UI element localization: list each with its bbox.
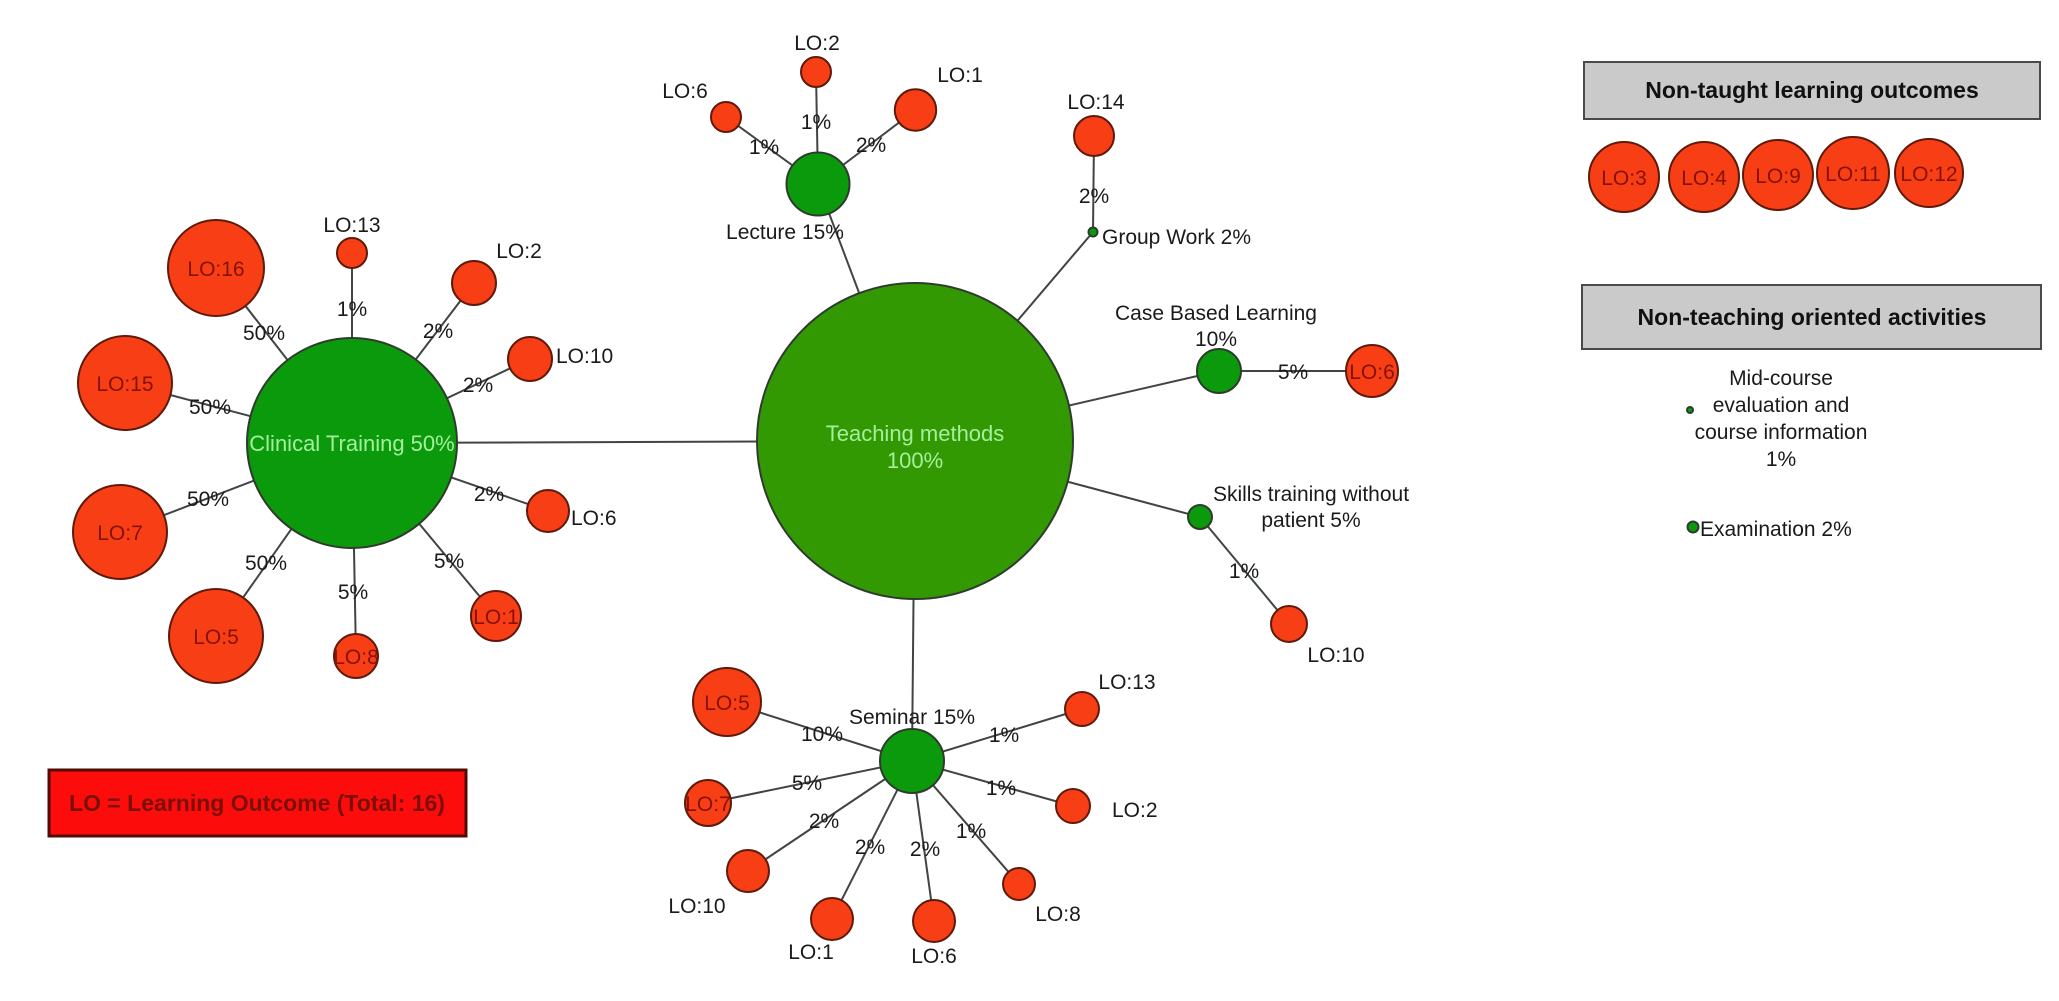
svg-text:2%: 2% <box>856 134 886 157</box>
svg-text:patient 5%: patient 5% <box>1261 509 1360 532</box>
svg-text:Examination 2%: Examination 2% <box>1700 518 1852 541</box>
svg-text:1%: 1% <box>1766 448 1796 471</box>
svg-text:1%: 1% <box>956 820 986 843</box>
svg-text:10%: 10% <box>1195 328 1237 351</box>
svg-text:LO:16: LO:16 <box>187 258 244 281</box>
svg-text:1%: 1% <box>337 298 367 321</box>
svg-text:Seminar 15%: Seminar 15% <box>849 706 975 729</box>
svg-text:50%: 50% <box>187 488 229 511</box>
svg-text:100%: 100% <box>887 448 943 473</box>
svg-text:Skills training without: Skills training without <box>1213 483 1409 506</box>
svg-text:Mid-course: Mid-course <box>1729 367 1833 390</box>
svg-text:LO:1: LO:1 <box>473 606 519 629</box>
svg-text:50%: 50% <box>245 552 287 575</box>
svg-text:LO:14: LO:14 <box>1067 91 1125 114</box>
svg-text:LO:1: LO:1 <box>937 64 983 87</box>
svg-text:Teaching methods: Teaching methods <box>826 421 1005 446</box>
svg-text:LO:13: LO:13 <box>1098 671 1155 694</box>
svg-text:Clinical Training 50%: Clinical Training 50% <box>249 431 454 456</box>
svg-text:LO:12: LO:12 <box>1900 163 1957 186</box>
svg-text:1%: 1% <box>801 111 831 134</box>
svg-text:LO:8: LO:8 <box>333 646 379 669</box>
svg-text:LO:6: LO:6 <box>662 80 708 103</box>
svg-text:1%: 1% <box>749 136 779 159</box>
svg-text:Case Based Learning: Case Based Learning <box>1115 302 1317 325</box>
svg-text:50%: 50% <box>189 396 231 419</box>
svg-text:LO:2: LO:2 <box>1112 799 1158 822</box>
svg-text:Group Work 2%: Group Work 2% <box>1102 226 1251 249</box>
svg-text:1%: 1% <box>989 724 1019 747</box>
svg-text:2%: 2% <box>855 836 885 859</box>
svg-text:LO:7: LO:7 <box>97 522 143 545</box>
svg-text:5%: 5% <box>338 581 368 604</box>
svg-text:LO:5: LO:5 <box>193 626 239 649</box>
svg-text:2%: 2% <box>474 483 504 506</box>
svg-text:course information: course information <box>1695 421 1868 444</box>
svg-text:2%: 2% <box>910 838 940 861</box>
svg-text:2%: 2% <box>463 374 493 397</box>
svg-text:LO:6: LO:6 <box>1349 361 1395 384</box>
svg-text:5%: 5% <box>792 772 822 795</box>
svg-text:2%: 2% <box>1079 185 1109 208</box>
svg-text:LO:5: LO:5 <box>704 692 750 715</box>
svg-text:LO:2: LO:2 <box>496 240 542 263</box>
svg-text:5%: 5% <box>434 550 464 573</box>
svg-text:1%: 1% <box>986 777 1016 800</box>
svg-text:LO:8: LO:8 <box>1035 903 1081 926</box>
svg-text:LO:10: LO:10 <box>556 345 613 368</box>
svg-text:Non-taught learning outcomes: Non-taught learning outcomes <box>1645 77 1979 103</box>
svg-text:LO:11: LO:11 <box>1825 163 1881 186</box>
svg-text:LO:3: LO:3 <box>1601 167 1647 190</box>
svg-text:LO:13: LO:13 <box>323 214 380 237</box>
svg-text:Non-teaching oriented activiti: Non-teaching oriented activities <box>1638 304 1987 330</box>
svg-text:LO:10: LO:10 <box>1307 644 1364 667</box>
svg-text:1%: 1% <box>1229 560 1259 583</box>
svg-text:evaluation and: evaluation and <box>1713 394 1850 417</box>
svg-text:LO:1: LO:1 <box>788 941 834 964</box>
svg-text:10%: 10% <box>801 723 843 746</box>
svg-text:Lecture 15%: Lecture 15% <box>726 221 844 244</box>
svg-text:50%: 50% <box>243 322 285 345</box>
svg-text:LO = Learning Outcome (Total:: LO = Learning Outcome (Total: 16) <box>69 790 445 816</box>
svg-text:LO:7: LO:7 <box>685 793 731 816</box>
svg-text:LO:6: LO:6 <box>571 507 617 530</box>
svg-text:LO:2: LO:2 <box>794 32 840 55</box>
svg-text:LO:15: LO:15 <box>96 373 153 396</box>
svg-text:LO:9: LO:9 <box>1755 165 1801 188</box>
svg-text:LO:6: LO:6 <box>911 945 957 968</box>
svg-text:2%: 2% <box>809 810 839 833</box>
svg-text:5%: 5% <box>1278 361 1308 384</box>
svg-text:LO:10: LO:10 <box>668 895 725 918</box>
svg-text:2%: 2% <box>423 320 453 343</box>
svg-text:LO:4: LO:4 <box>1681 167 1727 190</box>
